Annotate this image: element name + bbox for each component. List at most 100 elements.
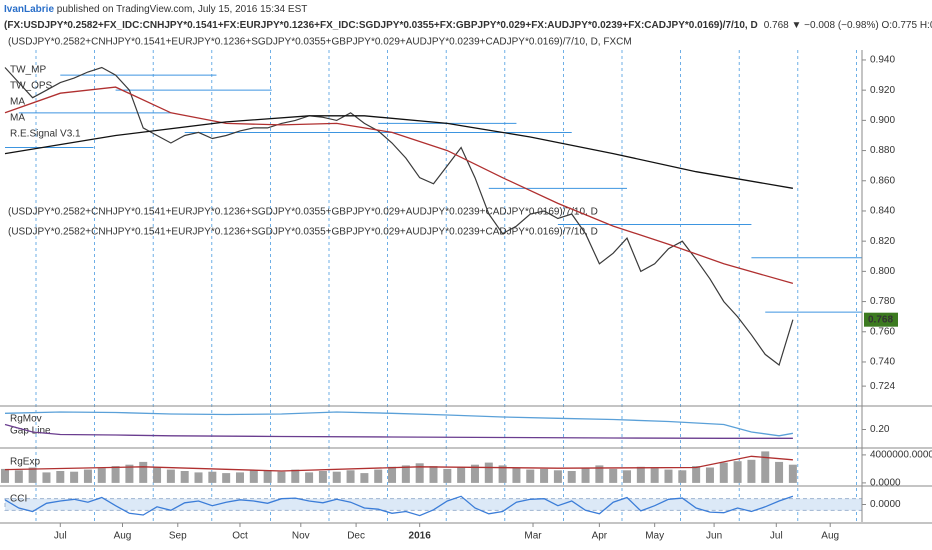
cci-band bbox=[4, 498, 863, 511]
volume-bar bbox=[761, 451, 770, 483]
volume-bar bbox=[97, 468, 106, 483]
volume-bar bbox=[70, 471, 79, 483]
volume-bar bbox=[664, 469, 673, 483]
indicator-label: CCI bbox=[10, 494, 27, 505]
volume-bar bbox=[636, 466, 645, 483]
y-tick-label: 0.840 bbox=[870, 206, 895, 217]
series-line bbox=[4, 455, 793, 472]
volume-bar bbox=[443, 468, 452, 483]
x-tick-label: Nov bbox=[292, 531, 310, 542]
published: published on TradingView.com, July 15, 2… bbox=[54, 4, 307, 15]
last-price-label: 0.768 bbox=[868, 314, 893, 325]
volume-bar bbox=[788, 464, 797, 483]
volume-bar bbox=[733, 461, 742, 483]
symbol-name: (FX:USDJPY*0.2582+FX_IDC:CNHJPY*0.1541+F… bbox=[4, 20, 758, 31]
volume-bar bbox=[291, 469, 300, 483]
y-tick-label: 0.760 bbox=[870, 326, 895, 337]
series-line bbox=[4, 495, 794, 517]
volume-bar bbox=[1, 468, 9, 483]
volume-bar bbox=[277, 471, 286, 483]
volume-bar bbox=[125, 464, 134, 483]
volume-bar bbox=[526, 469, 535, 483]
volume-bar bbox=[374, 469, 383, 483]
volume-bar bbox=[650, 468, 659, 483]
volume-bar bbox=[540, 468, 549, 483]
volume-bar bbox=[512, 467, 521, 483]
y-tick-label: 0.880 bbox=[870, 145, 895, 156]
volume-bar bbox=[139, 461, 148, 483]
volume-bar bbox=[623, 470, 632, 483]
volume-bar bbox=[263, 471, 272, 483]
volume-bar bbox=[457, 467, 466, 483]
volume-bar bbox=[581, 468, 590, 483]
y-tick-label: 0.900 bbox=[870, 115, 895, 126]
volume-bar bbox=[705, 467, 714, 483]
y-tick-label: 0.740 bbox=[870, 357, 895, 368]
volume-bar bbox=[609, 468, 618, 483]
x-tick-label: Jul bbox=[770, 531, 783, 542]
volume-bar bbox=[470, 464, 479, 483]
volume-bar bbox=[567, 471, 576, 483]
volume-bar bbox=[42, 472, 51, 483]
y-tick-label: 0.860 bbox=[870, 175, 895, 186]
volume-bar bbox=[83, 469, 92, 483]
volume-bar bbox=[484, 462, 493, 483]
volume-bar bbox=[14, 470, 23, 483]
header: IvanLabrie published on TradingView.com,… bbox=[4, 4, 307, 15]
volume-bar bbox=[498, 465, 507, 483]
volume-bar bbox=[222, 473, 231, 483]
quote: 0.768 ▼ −0.008 (−0.98%) O:0.775 H:0.783 … bbox=[764, 20, 932, 31]
volume-bar bbox=[595, 465, 604, 483]
volume-bar bbox=[194, 472, 203, 483]
volume-bar bbox=[719, 462, 728, 483]
x-tick-label: Jun bbox=[706, 531, 722, 542]
volume-bar bbox=[153, 467, 162, 483]
x-tick-label: Sep bbox=[169, 531, 187, 542]
volume-bar bbox=[111, 466, 120, 483]
symbol: (FX:USDJPY*0.2582+FX_IDC:CNHJPY*0.1541+F… bbox=[4, 20, 932, 31]
y-tick-label: 0.920 bbox=[870, 85, 895, 96]
y-tick-label: 0.20 bbox=[870, 424, 890, 435]
indicator-label: MA bbox=[10, 113, 25, 124]
x-tick-label: May bbox=[645, 531, 664, 542]
indicator-label: TW_MP bbox=[10, 65, 46, 76]
volume-bar bbox=[775, 461, 784, 483]
y-tick-label: 0.724 bbox=[870, 381, 895, 392]
watermark: (USDJPY*0.2582+CNHJPY*0.1541+EURJPY*0.12… bbox=[8, 227, 598, 238]
y-tick-label: 4000000.0000 bbox=[870, 450, 932, 461]
last-price-box bbox=[864, 312, 898, 327]
x-tick-label: Jul bbox=[54, 531, 67, 542]
indicator-label: RgExp bbox=[10, 457, 40, 468]
volume-bar bbox=[56, 471, 65, 483]
series-line bbox=[4, 66, 794, 367]
x-tick-label: Oct bbox=[232, 531, 248, 542]
x-tick-label: 2016 bbox=[409, 531, 432, 542]
x-tick-label: Aug bbox=[821, 531, 839, 542]
volume-bar bbox=[415, 463, 424, 483]
x-tick-label: Apr bbox=[592, 531, 608, 542]
y-tick-label: 0.0000 bbox=[870, 499, 901, 510]
volume-bar bbox=[28, 467, 37, 483]
volume-bar bbox=[332, 471, 341, 483]
y-tick-label: 0.780 bbox=[870, 296, 895, 307]
author: IvanLabrie bbox=[4, 4, 54, 15]
series-line bbox=[4, 411, 794, 437]
volume-bar bbox=[388, 466, 397, 483]
series-line bbox=[4, 423, 793, 439]
volume-bar bbox=[360, 473, 369, 483]
y-tick-label: 0.820 bbox=[870, 236, 895, 247]
y-tick-label: 0.800 bbox=[870, 266, 895, 277]
x-tick-label: Aug bbox=[114, 531, 132, 542]
volume-bar bbox=[429, 466, 438, 483]
indicator-label: TW_OPS bbox=[10, 81, 53, 92]
volume-bar bbox=[166, 469, 175, 483]
volume-bar bbox=[208, 471, 217, 483]
volume-bar bbox=[346, 470, 355, 483]
series-title: (USDJPY*0.2582+CNHJPY*0.1541+EURJPY*0.12… bbox=[8, 37, 632, 48]
series-line bbox=[4, 86, 794, 285]
y-tick-label: 0.940 bbox=[870, 55, 895, 66]
volume-bar bbox=[678, 470, 687, 483]
indicator-label: MA bbox=[10, 97, 25, 108]
x-tick-label: Dec bbox=[347, 531, 365, 542]
